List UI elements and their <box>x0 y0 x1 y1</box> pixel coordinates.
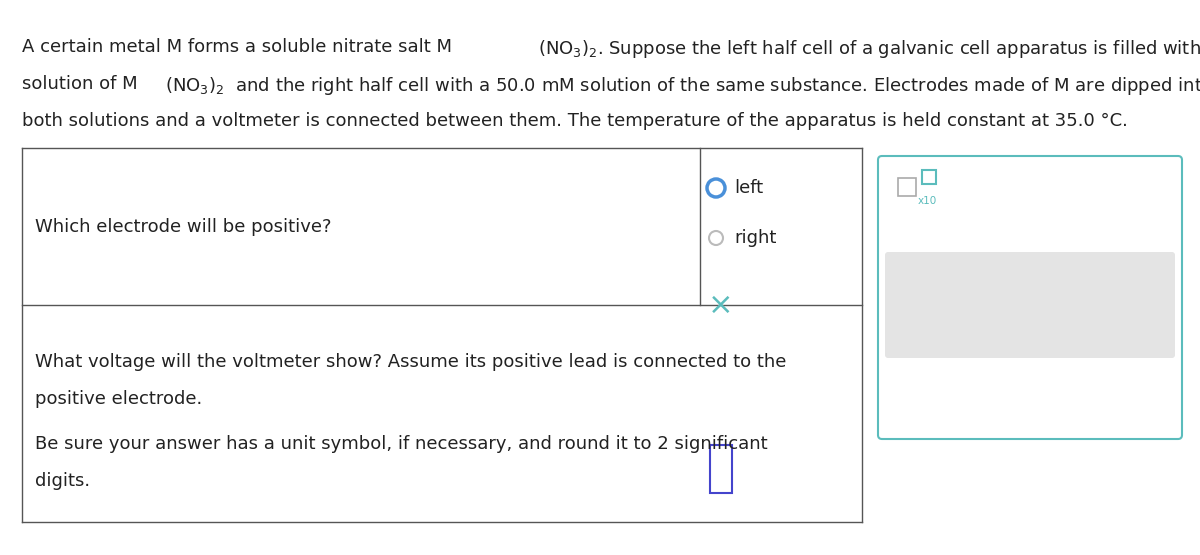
Bar <box>922 170 936 184</box>
Text: A certain metal M forms a soluble nitrate salt M: A certain metal M forms a soluble nitrat… <box>22 38 452 56</box>
Text: $\mathsf{(NO_3)_2}$  and the right half cell with a 50.0 mM solution of the same: $\mathsf{(NO_3)_2}$ and the right half c… <box>166 75 1200 97</box>
Text: $\mathsf{(NO_3)_2}$. Suppose the left half cell of a galvanic cell apparatus is : $\mathsf{(NO_3)_2}$. Suppose the left ha… <box>538 38 1200 60</box>
Bar <box>710 445 732 493</box>
Text: ×: × <box>708 290 733 320</box>
FancyBboxPatch shape <box>878 156 1182 439</box>
Text: positive electrode.: positive electrode. <box>35 390 203 408</box>
Text: What voltage will the voltmeter show? Assume its positive lead is connected to t: What voltage will the voltmeter show? As… <box>35 353 786 371</box>
Text: Be sure your answer has a unit symbol, if necessary, and round it to 2 significa: Be sure your answer has a unit symbol, i… <box>35 435 768 453</box>
Text: both solutions and a voltmeter is connected between them. The temperature of the: both solutions and a voltmeter is connec… <box>22 112 1128 130</box>
Text: x10: x10 <box>918 196 937 206</box>
Text: left: left <box>734 179 763 197</box>
Text: Which electrode will be positive?: Which electrode will be positive? <box>35 218 331 235</box>
Bar <box>898 178 916 196</box>
FancyBboxPatch shape <box>886 252 1175 358</box>
Text: right: right <box>734 229 776 247</box>
Text: digits.: digits. <box>35 472 90 490</box>
Text: solution of M: solution of M <box>22 75 138 93</box>
